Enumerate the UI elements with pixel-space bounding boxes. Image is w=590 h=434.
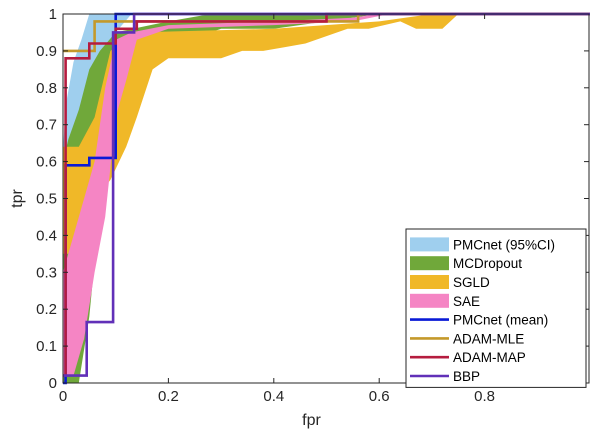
x-tick-label: 0.6 bbox=[369, 388, 390, 405]
x-tick-label: 0.2 bbox=[158, 388, 179, 405]
y-tick-label: 0.9 bbox=[36, 43, 57, 60]
y-axis-label: tpr bbox=[9, 188, 26, 207]
y-tick-label: 1 bbox=[49, 6, 57, 23]
bbp-line bbox=[63, 12, 590, 377]
sgld-legend-swatch bbox=[410, 275, 449, 289]
y-tick-label: 0.7 bbox=[36, 117, 57, 134]
y-tick-label: 0.6 bbox=[36, 154, 57, 171]
mcdropout-legend-swatch bbox=[410, 256, 449, 271]
axis-ticks: 0 0.2 0.4 0.6 0.8 0 0.1 0.2 0.3 0.4 0.5 0.6 0.7 0.8 0.… bbox=[36, 6, 589, 405]
y-tick-label: 0.2 bbox=[36, 301, 57, 318]
adam-map-line bbox=[63, 12, 590, 377]
x-tick-label: 0.4 bbox=[263, 388, 284, 405]
y-tick-label: 0.1 bbox=[36, 338, 57, 355]
y-tick-label: 0.5 bbox=[36, 191, 57, 208]
y-tick-label: 0.4 bbox=[36, 227, 57, 244]
adam-mle-legend-label: ADAM-MLE bbox=[453, 331, 524, 346]
sgld-legend-label: SGLD bbox=[453, 275, 490, 290]
bbp-legend-label: BBP bbox=[453, 369, 480, 384]
sae-legend-swatch bbox=[410, 293, 449, 308]
y-tick-label: 0.3 bbox=[36, 264, 57, 281]
legend-box bbox=[405, 228, 587, 388]
pmcnet-95-ci-legend-label: PMCnet (95%CI) bbox=[453, 237, 555, 252]
x-tick-label: 0 bbox=[59, 388, 67, 405]
adam-map-legend-label: ADAM-MAP bbox=[453, 350, 526, 365]
pmcnet-mean-legend-label: PMCnet (mean) bbox=[453, 313, 548, 328]
mcdropout-legend-label: MCDropout bbox=[453, 256, 522, 271]
x-tick-label: 0.8 bbox=[474, 388, 495, 405]
y-tick-label: 0 bbox=[49, 375, 57, 392]
y-tick-label: 0.8 bbox=[36, 80, 57, 97]
pmcnet-95-ci-legend-swatch bbox=[410, 237, 449, 252]
x-axis-label: fpr bbox=[302, 412, 321, 429]
legend: PMCnet (95%CI) MCDropout SGLD SAE PMCnet (me… bbox=[405, 228, 587, 388]
sae-legend-label: SAE bbox=[453, 294, 480, 309]
